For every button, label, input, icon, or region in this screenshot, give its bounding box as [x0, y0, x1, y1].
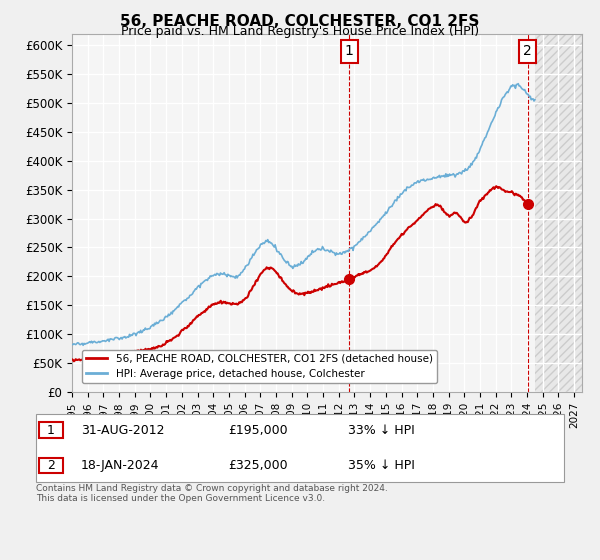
Text: 33% ↓ HPI: 33% ↓ HPI	[348, 423, 415, 437]
Text: £325,000: £325,000	[228, 459, 287, 472]
Text: £195,000: £195,000	[228, 423, 287, 437]
Text: 56, PEACHE ROAD, COLCHESTER, CO1 2FS: 56, PEACHE ROAD, COLCHESTER, CO1 2FS	[121, 14, 479, 29]
Legend: 56, PEACHE ROAD, COLCHESTER, CO1 2FS (detached house), HPI: Average price, detac: 56, PEACHE ROAD, COLCHESTER, CO1 2FS (de…	[82, 349, 437, 383]
Text: 35% ↓ HPI: 35% ↓ HPI	[348, 459, 415, 472]
Bar	[535, 34, 582, 392]
Text: 1: 1	[47, 423, 55, 437]
Text: This data is licensed under the Open Government Licence v3.0.: This data is licensed under the Open Gov…	[36, 494, 325, 503]
Text: 1: 1	[345, 44, 354, 58]
Text: 2: 2	[47, 459, 55, 472]
Text: 2: 2	[523, 44, 532, 58]
Text: 31-AUG-2012: 31-AUG-2012	[81, 423, 164, 437]
Text: 18-JAN-2024: 18-JAN-2024	[81, 459, 160, 472]
Text: Price paid vs. HM Land Registry's House Price Index (HPI): Price paid vs. HM Land Registry's House …	[121, 25, 479, 38]
Text: Contains HM Land Registry data © Crown copyright and database right 2024.: Contains HM Land Registry data © Crown c…	[36, 484, 388, 493]
